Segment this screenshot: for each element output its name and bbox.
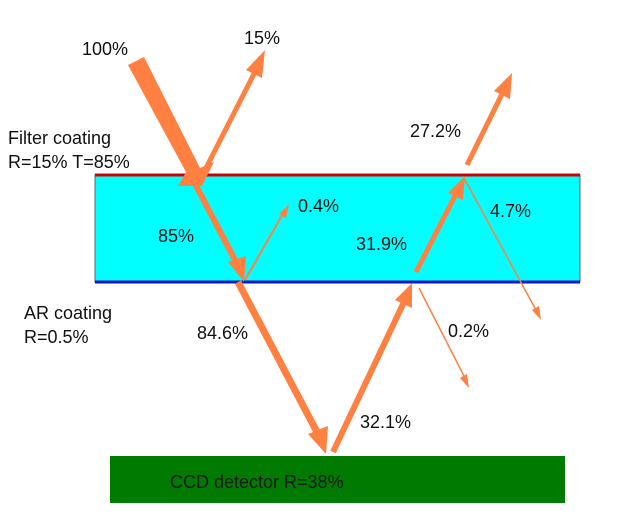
second-pass-31.9-arrow bbox=[413, 190, 460, 274]
ccd-detector-label: CCD detector R=38% bbox=[170, 472, 344, 492]
ar-reflect-0.2-arrowhead bbox=[460, 374, 469, 388]
ccd-detector bbox=[110, 456, 565, 503]
internal-4.7-arrowhead bbox=[532, 306, 541, 320]
label-detector-reflect-32.1: 32.1% bbox=[360, 412, 412, 432]
label-exit-84.6: 84.6% bbox=[197, 323, 249, 343]
internal-0.4-arrowhead bbox=[279, 204, 289, 218]
label-incident-100: 100% bbox=[82, 39, 129, 59]
label-transmitted-85: 85% bbox=[158, 226, 195, 246]
label-ar-coating: AR coating bbox=[24, 303, 113, 323]
label-ar-reflect-0.2: 0.2% bbox=[448, 321, 490, 341]
reflected-15-arrow bbox=[202, 66, 260, 172]
internal-4.7-arrow bbox=[463, 177, 537, 311]
second-pass-31.9-arrowhead bbox=[448, 176, 465, 200]
second-exit-27.2-arrow bbox=[464, 90, 506, 167]
label-ar-r: R=0.5% bbox=[24, 327, 89, 347]
label-second-pass-31.9: 31.9% bbox=[356, 234, 408, 254]
filter-glass bbox=[94, 174, 581, 283]
label-internal-0.4: 0.4% bbox=[298, 196, 340, 216]
reflect-32.1-arrow bbox=[330, 300, 407, 454]
label-second-exit-27.2: 27.2% bbox=[410, 121, 462, 141]
reflected-15-arrowhead bbox=[246, 50, 265, 78]
incident-beam-arrow bbox=[128, 57, 214, 186]
reflect-32.1-arrowhead bbox=[395, 283, 412, 308]
exit-84.6-arrow bbox=[234, 280, 322, 436]
label-reflected-15: 15% bbox=[244, 28, 281, 48]
transmitted-85-arrowhead bbox=[228, 256, 246, 282]
ar-reflect-0.2-arrow bbox=[418, 287, 466, 379]
label-internal-4.7: 4.7% bbox=[490, 201, 532, 221]
internal-0.4-arrow bbox=[244, 211, 285, 281]
label-filter-rt: R=15% T=85% bbox=[8, 152, 130, 172]
second-exit-27.2-arrowhead bbox=[494, 73, 512, 99]
transmitted-85-arrow bbox=[189, 176, 239, 264]
label-filter-coating: Filter coating bbox=[8, 128, 112, 148]
exit-84.6-arrowhead bbox=[308, 426, 328, 454]
